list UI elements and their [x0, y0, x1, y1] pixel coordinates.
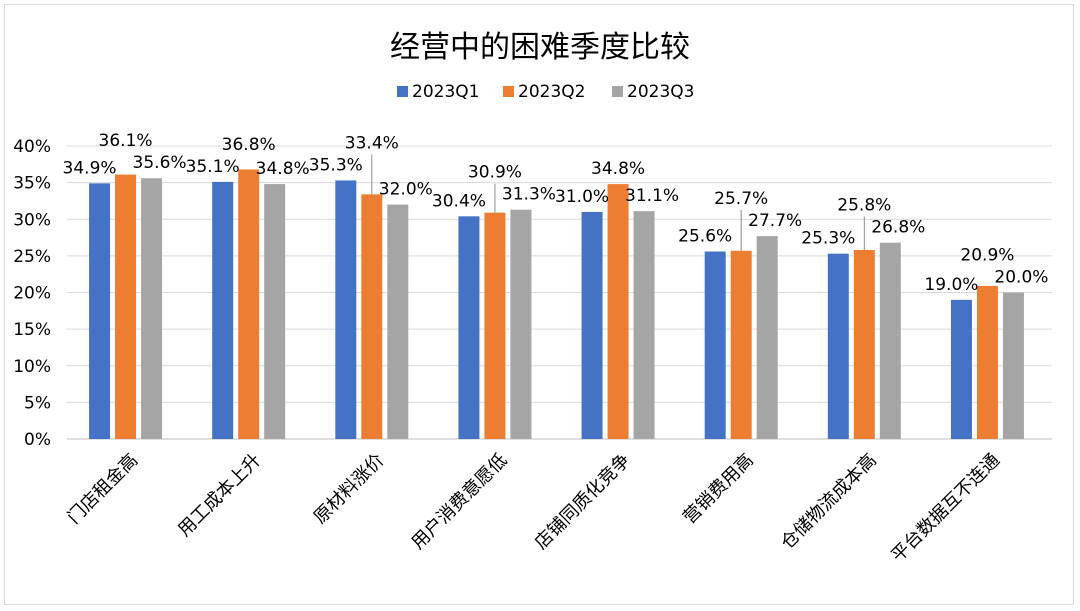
- bar-2023Q1: [458, 216, 480, 439]
- y-tick-label: 10%: [13, 357, 51, 377]
- legend: 2023Q1 2023Q2 2023Q3: [397, 82, 694, 102]
- category-label: 店铺同质化竞争: [531, 450, 635, 554]
- data-label: 25.7%: [714, 189, 768, 209]
- data-label: 36.8%: [222, 135, 276, 155]
- bar-2023Q1: [950, 299, 972, 439]
- y-tick-label: 15%: [13, 320, 51, 340]
- bars: [89, 169, 1024, 440]
- bar-2023Q2: [361, 194, 383, 439]
- legend-swatch-2023Q1: [397, 86, 408, 97]
- bar-2023Q2: [976, 285, 998, 439]
- category-label: 原材料涨价: [310, 450, 388, 528]
- data-label: 30.9%: [468, 163, 522, 183]
- data-label: 25.6%: [678, 226, 732, 246]
- data-label: 33.4%: [345, 133, 399, 153]
- data-label: 20.0%: [994, 268, 1048, 288]
- data-label: 26.8%: [871, 218, 925, 238]
- data-label: 34.8%: [256, 159, 310, 179]
- category-label: 仓储物流成本高: [777, 450, 881, 554]
- bar-2023Q2: [484, 212, 506, 439]
- data-label: 30.4%: [432, 191, 486, 211]
- category-label: 用户消费意愿低: [408, 450, 512, 554]
- bar-2023Q1: [89, 183, 111, 439]
- y-tick-label: 35%: [13, 174, 51, 194]
- data-label: 35.6%: [133, 153, 187, 173]
- chart-title: 经营中的困难季度比较: [390, 30, 690, 65]
- legend-swatch-2023Q2: [503, 86, 514, 97]
- chart-frame: 经营中的困难季度比较 2023Q1 2023Q2 2023Q3 0% 5% 10% 15%…: [4, 4, 1074, 605]
- data-label: 31.1%: [625, 186, 679, 206]
- bar-2023Q3: [879, 242, 901, 439]
- bar-2023Q2: [115, 174, 137, 439]
- legend-swatch-2023Q3: [612, 86, 623, 97]
- bar-2023Q3: [633, 211, 655, 439]
- category-label: 营销费用高: [679, 450, 757, 528]
- x-axis: 门店租金高 用工成本上升 原材料涨价 用户消费意愿低 店铺同质化竞争 营销费用高 仓储物流成…: [64, 450, 1004, 567]
- y-tick-label: 30%: [13, 210, 51, 230]
- data-label: 19.0%: [924, 275, 978, 295]
- legend-label: 2023Q3: [627, 82, 694, 102]
- legend-label: 2023Q1: [412, 82, 479, 102]
- data-label: 35.1%: [186, 157, 240, 177]
- y-tick-label: 5%: [24, 393, 51, 413]
- data-label: 27.7%: [748, 211, 802, 231]
- y-axis: 0% 5% 10% 15% 20% 25% 30% 35% 40%: [13, 137, 51, 450]
- category-label: 门店租金高: [64, 450, 142, 528]
- bar-2023Q1: [581, 211, 603, 439]
- bar-chart: 经营中的困难季度比较 2023Q1 2023Q2 2023Q3 0% 5% 10% 15%…: [13, 30, 1052, 567]
- y-tick-label: 40%: [13, 137, 51, 157]
- bar-2023Q2: [238, 169, 260, 439]
- bar-2023Q2: [853, 250, 875, 439]
- bar-2023Q2: [730, 250, 752, 439]
- data-label: 31.0%: [555, 187, 609, 207]
- data-label: 31.3%: [502, 185, 556, 205]
- y-tick-label: 0%: [24, 430, 51, 450]
- data-label: 35.3%: [309, 155, 363, 175]
- data-label: 36.1%: [99, 131, 153, 151]
- bar-2023Q3: [264, 184, 286, 439]
- legend-label: 2023Q2: [518, 82, 585, 102]
- data-label: 32.0%: [379, 180, 433, 200]
- bar-2023Q1: [335, 180, 357, 440]
- bar-2023Q3: [510, 209, 532, 439]
- bar-2023Q3: [1002, 292, 1024, 439]
- bar-2023Q3: [756, 236, 778, 439]
- category-label: 平台数据互不连通: [887, 450, 1004, 567]
- bar-2023Q1: [212, 181, 234, 439]
- data-label: 34.9%: [63, 158, 117, 178]
- category-label: 用工成本上升: [174, 450, 265, 541]
- leader-lines: [371, 154, 865, 251]
- data-label: 20.9%: [960, 246, 1014, 266]
- y-tick-label: 25%: [13, 247, 51, 267]
- bar-2023Q3: [141, 178, 163, 440]
- data-labels: 34.9% 35.6%36.1% 35.1% 34.8% 36.8% 35.3% 32.0%…: [63, 131, 1049, 295]
- bar-2023Q2: [607, 184, 629, 439]
- bar-2023Q1: [704, 251, 726, 439]
- y-tick-label: 20%: [13, 284, 51, 304]
- bar-2023Q3: [387, 204, 409, 439]
- data-label: 25.3%: [801, 229, 855, 249]
- data-label: 25.8%: [837, 196, 891, 216]
- bar-2023Q1: [827, 253, 849, 439]
- data-label: 34.8%: [591, 159, 645, 179]
